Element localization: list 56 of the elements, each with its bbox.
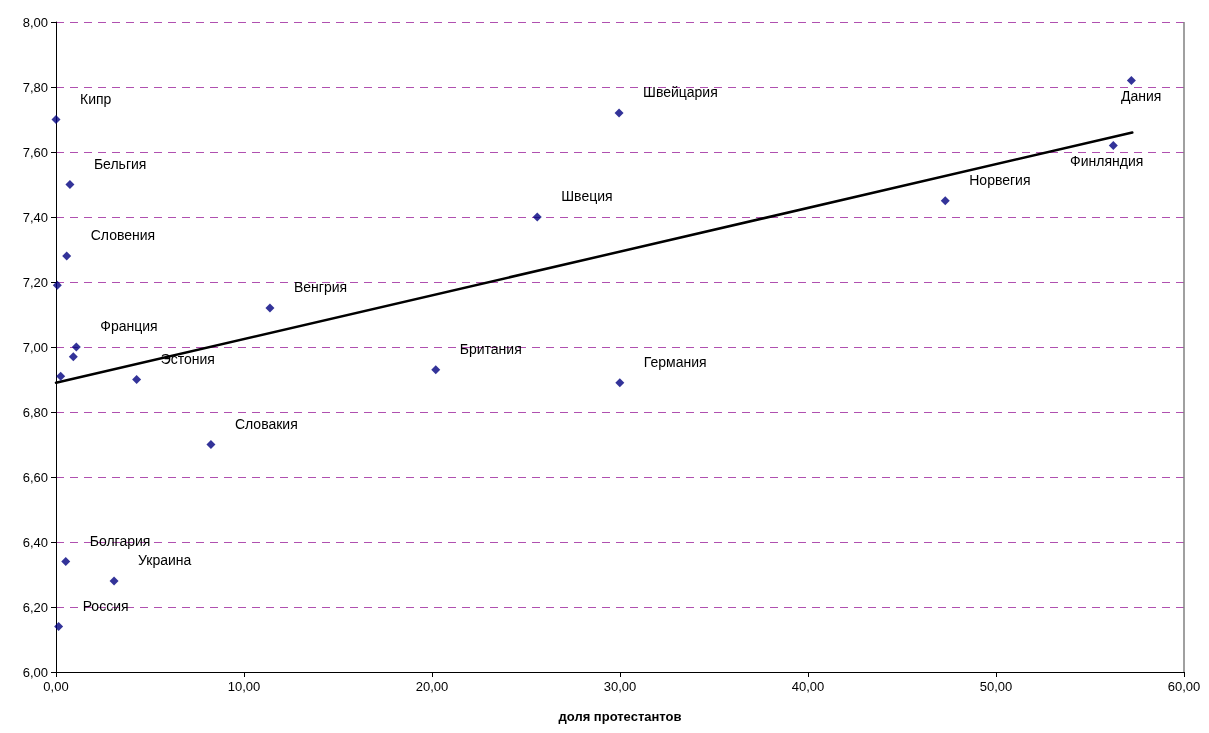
point [940,196,950,206]
x-tick-label: 30,00 [603,679,637,694]
annotation: Дания [1120,87,1162,104]
point [1108,141,1118,150]
point [265,303,275,313]
annotation: Словения [90,227,156,243]
y-tick-label: 6,00 [22,664,48,680]
point [206,440,216,449]
x-tick-label: 20,00 [415,679,449,694]
point [65,180,75,189]
point [109,576,119,586]
point [54,622,64,631]
point [62,251,72,261]
x-tick-label: 40,00 [791,679,825,694]
y-tick-label: 7,40 [22,209,48,225]
annotation: Бельгия [93,155,147,172]
y-tick-label: 6,40 [22,534,48,550]
y-tick-label: 7,00 [22,339,48,355]
point [68,352,78,362]
point [71,342,81,352]
annotation: Украина [138,552,192,568]
point [56,371,66,381]
annotation: Британия [459,340,522,357]
point [132,375,142,384]
x-tick-label: 50,00 [979,679,1013,694]
x-tick-label: 0,00 [43,679,69,694]
point [532,212,542,222]
annotation: Швейцария [643,84,718,100]
annotation: Словакия [234,415,298,432]
point [431,365,441,375]
annotation: Норвегия [969,171,1031,188]
x-tick-label: 10,00 [227,679,261,694]
point [52,280,62,290]
annotation: Швеция [561,188,613,204]
annotation: Франция [100,318,158,334]
x-tick-label: 60,00 [1167,679,1201,694]
point [51,115,61,124]
annotation: Венгрия [293,279,348,295]
annotation: Германия [643,353,707,370]
y-tick-label: 6,60 [22,469,48,485]
y-tick-label: 6,20 [22,599,48,615]
annotation: Болгария [89,532,151,549]
y-tick-label: 7,20 [22,274,48,290]
annotation: Кипр [80,90,112,107]
y-tick-label: 7,60 [22,144,48,160]
annotation: Россия [82,597,129,614]
point [615,378,625,388]
x-axis-title: доля протестантов [558,709,682,724]
point [1126,76,1136,85]
annotation: Эстония [160,350,215,367]
y-tick-label: 7,80 [22,79,48,95]
point [61,557,71,566]
y-tick-label: 6,80 [22,404,48,420]
point [614,108,624,118]
annotation: Финляндия [1070,152,1144,169]
y-tick-label: 8,00 [22,14,48,30]
